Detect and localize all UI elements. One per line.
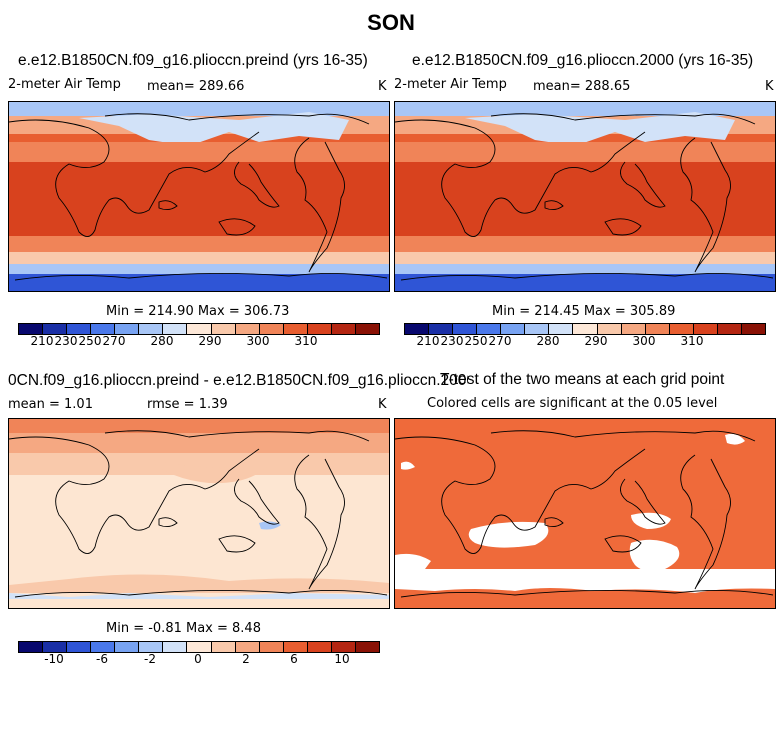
colorbar-cell [163, 324, 188, 334]
panel-title-preind: e.e12.B1850CN.f09_g16.plioccn.preind (yr… [18, 52, 368, 69]
colorbar-tick-label: 290 [584, 334, 608, 348]
colorbar-cell [331, 324, 356, 334]
colorbar-cell [693, 324, 718, 334]
map-preind [8, 101, 390, 292]
map-ttest [394, 418, 776, 609]
map-2000 [394, 101, 776, 292]
colorbar-cell [283, 642, 308, 652]
colorbar-cell [525, 324, 550, 334]
colorbar-cell [235, 324, 260, 334]
colorbar-preind [18, 323, 380, 335]
colorbar-cell [211, 324, 236, 334]
colorbar-cell [331, 642, 356, 652]
colorbar-tick-label: 300 [632, 334, 656, 348]
colorbar-cell [211, 642, 236, 652]
page-title: SON [367, 10, 415, 35]
colorbar-tick-label: 10 [334, 652, 350, 666]
colorbar-tick-label: 290 [198, 334, 222, 348]
variable-label-preind: 2-meter Air Temp [8, 77, 121, 92]
colorbar-cell [477, 324, 502, 334]
colorbar-tick-label: 6 [290, 652, 298, 666]
panel-title-diff: 0CN.f09_g16.plioccn.preind - e.e12.B1850… [8, 372, 468, 389]
colorbar-tick-label: 300 [246, 334, 270, 348]
colorbar-cell [163, 642, 188, 652]
colorbar-tick-label: -10 [44, 652, 64, 666]
colorbar-tick-label: 310 [294, 334, 318, 348]
colorbar-tick-label: 0 [194, 652, 202, 666]
minmax-label-preind: Min = 214.90 Max = 306.73 [106, 304, 290, 319]
colorbar-cell [307, 642, 332, 652]
colorbar-tick-label: 210 [416, 334, 440, 348]
colorbar-cell [139, 324, 164, 334]
panel-title-ttest: T-test of the two means at each grid poi… [440, 371, 725, 388]
colorbar-cell [741, 324, 765, 334]
colorbar-cell [597, 324, 622, 334]
variable-label-2000: 2-meter Air Temp [394, 77, 507, 92]
rmse-label-diff: rmse = 1.39 [147, 397, 228, 412]
colorbar-cell [429, 324, 454, 334]
colorbar-cell [355, 642, 379, 652]
subtitle-ttest: Colored cells are significant at the 0.0… [427, 396, 718, 411]
colorbar-2000 [404, 323, 766, 335]
colorbar-tick-label: 2 [242, 652, 250, 666]
colorbar-cell [355, 324, 379, 334]
colorbar-cell [717, 324, 742, 334]
colorbar-cell [67, 642, 92, 652]
colorbar-tick-label: 270 [488, 334, 512, 348]
colorbar-cell [43, 642, 68, 652]
colorbar-cell [91, 324, 116, 334]
colorbar-cell [669, 324, 694, 334]
mean-label-diff: mean = 1.01 [8, 397, 93, 412]
colorbar-cell [43, 324, 68, 334]
minmax-label-diff: Min = -0.81 Max = 8.48 [106, 621, 261, 636]
colorbar-tick-label: -2 [144, 652, 156, 666]
colorbar-tick-label: 280 [150, 334, 174, 348]
colorbar-cell [621, 324, 646, 334]
colorbar-tick-label: 210 [30, 334, 54, 348]
colorbar-cell [405, 324, 430, 334]
colorbar-tick-label: 230 [440, 334, 464, 348]
colorbar-diff [18, 641, 380, 653]
colorbar-cell [19, 324, 44, 334]
colorbar-cell [115, 324, 140, 334]
mean-label-preind: mean= 289.66 [147, 79, 245, 94]
colorbar-cell [259, 642, 284, 652]
colorbar-ticks-diff: -10 -6 -2 0 2 6 10 [18, 652, 378, 668]
colorbar-tick-label: 280 [536, 334, 560, 348]
colorbar-cell [115, 642, 140, 652]
colorbar-cell [307, 324, 332, 334]
colorbar-tick-label: 250 [78, 334, 102, 348]
colorbar-cell [91, 642, 116, 652]
panel-title-2000: e.e12.B1850CN.f09_g16.plioccn.2000 (yrs … [412, 52, 754, 69]
colorbar-tick-label: 310 [680, 334, 704, 348]
colorbar-cell [259, 324, 284, 334]
colorbar-cell [283, 324, 308, 334]
minmax-label-2000: Min = 214.45 Max = 305.89 [492, 304, 676, 319]
colorbar-tick-label: -6 [96, 652, 108, 666]
colorbar-ticks-preind: 210 230 250 270 280 290 300 310 [18, 334, 378, 350]
colorbar-tick-label: 270 [102, 334, 126, 348]
mean-label-2000: mean= 288.65 [533, 79, 631, 94]
colorbar-cell [235, 642, 260, 652]
colorbar-ticks-2000: 210 230 250 270 280 290 300 310 [404, 334, 764, 350]
units-label-preind: K [378, 79, 387, 94]
colorbar-tick-label: 230 [54, 334, 78, 348]
colorbar-tick-label: 250 [464, 334, 488, 348]
colorbar-cell [187, 642, 212, 652]
colorbar-cell [19, 642, 44, 652]
colorbar-cell [139, 642, 164, 652]
colorbar-cell [453, 324, 478, 334]
colorbar-cell [187, 324, 212, 334]
colorbar-cell [645, 324, 670, 334]
units-label-2000: K [765, 79, 774, 94]
colorbar-cell [573, 324, 598, 334]
colorbar-cell [67, 324, 92, 334]
colorbar-cell [549, 324, 574, 334]
map-diff [8, 418, 390, 609]
units-label-diff: K [378, 397, 387, 412]
colorbar-cell [501, 324, 526, 334]
